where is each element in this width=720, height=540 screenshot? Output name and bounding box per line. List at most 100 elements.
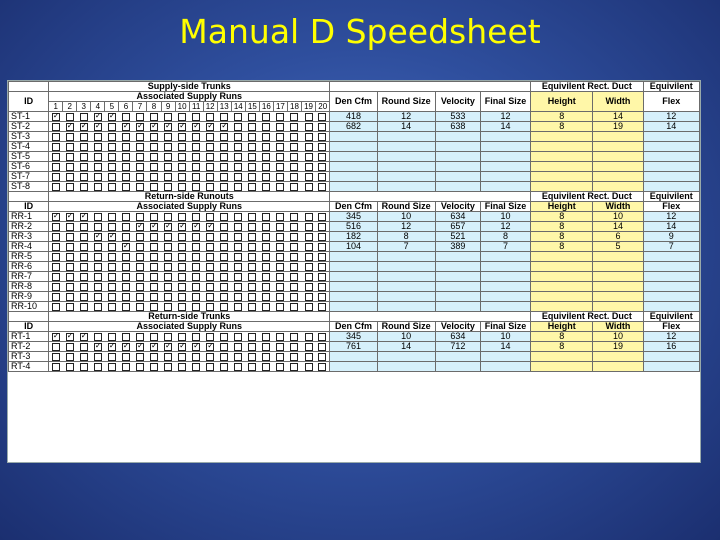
checkbox[interactable]: [276, 222, 285, 231]
checkbox[interactable]: [93, 362, 102, 371]
checkbox[interactable]: [304, 212, 313, 221]
checkbox[interactable]: [150, 352, 158, 361]
height-cell[interactable]: 8: [530, 341, 594, 352]
checkbox[interactable]: [65, 222, 74, 231]
checkbox[interactable]: [65, 342, 74, 351]
checkbox[interactable]: [220, 112, 229, 121]
checkbox-checked[interactable]: [192, 123, 201, 131]
width-cell[interactable]: [592, 141, 644, 152]
checkbox[interactable]: [276, 232, 285, 241]
den-cfm-cell[interactable]: 418: [329, 111, 378, 122]
checkbox[interactable]: [79, 352, 88, 361]
checkbox[interactable]: [51, 282, 60, 291]
checkbox[interactable]: [206, 172, 215, 181]
checkbox[interactable]: [206, 182, 215, 191]
checkbox[interactable]: [51, 262, 60, 271]
flex-cell[interactable]: 12: [642, 211, 701, 222]
checkbox[interactable]: [51, 292, 60, 301]
height-cell[interactable]: 8: [530, 331, 594, 342]
height-cell[interactable]: [530, 151, 594, 162]
checkbox[interactable]: [79, 342, 88, 351]
checkbox[interactable]: [121, 352, 130, 361]
checkbox[interactable]: [192, 252, 201, 261]
checkbox[interactable]: [276, 352, 285, 361]
checkbox[interactable]: [79, 252, 88, 261]
final-size-cell[interactable]: [479, 361, 532, 372]
checkbox[interactable]: [192, 152, 201, 161]
checkbox[interactable]: [234, 272, 243, 281]
flex-cell[interactable]: [642, 261, 701, 272]
velocity-cell[interactable]: 657: [434, 221, 481, 232]
flex-cell[interactable]: [642, 181, 701, 192]
checkbox[interactable]: [304, 282, 313, 291]
checkbox[interactable]: [234, 142, 243, 151]
checkbox-checked[interactable]: [107, 233, 116, 241]
checkbox-checked[interactable]: [192, 223, 201, 231]
checkbox[interactable]: [290, 232, 299, 241]
final-size-cell[interactable]: [479, 171, 532, 182]
checkbox[interactable]: [318, 362, 327, 371]
height-cell[interactable]: 8: [530, 211, 594, 222]
checkbox[interactable]: [150, 292, 158, 301]
checkbox[interactable]: [51, 222, 60, 231]
checkbox[interactable]: [135, 232, 144, 241]
checkbox[interactable]: [248, 212, 257, 221]
checkbox[interactable]: [150, 142, 158, 151]
checkbox[interactable]: [192, 292, 201, 301]
checkbox[interactable]: [192, 182, 201, 191]
checkbox[interactable]: [121, 212, 130, 221]
checkbox[interactable]: [107, 132, 116, 141]
final-size-cell[interactable]: [479, 351, 532, 362]
checkbox[interactable]: [248, 232, 257, 241]
width-cell[interactable]: [592, 131, 644, 142]
checkbox[interactable]: [135, 142, 144, 151]
checkbox[interactable]: [135, 362, 144, 371]
flex-cell[interactable]: 9: [642, 231, 701, 242]
checkbox[interactable]: [262, 182, 271, 191]
checkbox[interactable]: [121, 112, 130, 121]
checkbox[interactable]: [206, 272, 215, 281]
checkbox[interactable]: [318, 212, 327, 221]
checkbox[interactable]: [107, 272, 116, 281]
checkbox-checked[interactable]: [79, 213, 88, 221]
flex-cell[interactable]: 12: [642, 331, 701, 342]
checkbox[interactable]: [276, 132, 285, 141]
flex-cell[interactable]: 12: [642, 111, 701, 122]
checkbox[interactable]: [150, 362, 158, 371]
checkbox[interactable]: [150, 182, 158, 191]
checkbox[interactable]: [192, 242, 201, 251]
checkbox[interactable]: [318, 332, 327, 341]
checkbox[interactable]: [135, 132, 144, 141]
round-size-cell[interactable]: [376, 351, 436, 362]
flex-cell[interactable]: 14: [642, 221, 701, 232]
width-cell[interactable]: 5: [592, 241, 644, 252]
den-cfm-cell[interactable]: 345: [329, 331, 378, 342]
checkbox[interactable]: [276, 332, 285, 341]
final-size-cell[interactable]: 7: [479, 241, 532, 252]
checkbox[interactable]: [276, 142, 285, 151]
checkbox[interactable]: [234, 262, 243, 271]
checkbox[interactable]: [234, 182, 243, 191]
checkbox[interactable]: [290, 112, 299, 121]
checkbox[interactable]: [79, 132, 88, 141]
checkbox[interactable]: [164, 182, 173, 191]
checkbox[interactable]: [164, 142, 173, 151]
checkbox[interactable]: [206, 332, 215, 341]
checkbox[interactable]: [262, 152, 271, 161]
checkbox[interactable]: [318, 342, 327, 351]
final-size-cell[interactable]: [479, 251, 532, 262]
checkbox[interactable]: [65, 252, 74, 261]
velocity-cell[interactable]: [434, 271, 481, 282]
checkbox[interactable]: [150, 152, 158, 161]
velocity-cell[interactable]: [434, 351, 481, 362]
checkbox[interactable]: [178, 182, 187, 191]
checkbox[interactable]: [135, 352, 144, 361]
width-cell[interactable]: 19: [592, 341, 644, 352]
checkbox[interactable]: [192, 332, 201, 341]
checkbox[interactable]: [93, 142, 102, 151]
checkbox[interactable]: [234, 362, 243, 371]
checkbox[interactable]: [262, 352, 271, 361]
checkbox[interactable]: [107, 182, 116, 191]
checkbox[interactable]: [121, 222, 130, 231]
checkbox[interactable]: [290, 132, 299, 141]
